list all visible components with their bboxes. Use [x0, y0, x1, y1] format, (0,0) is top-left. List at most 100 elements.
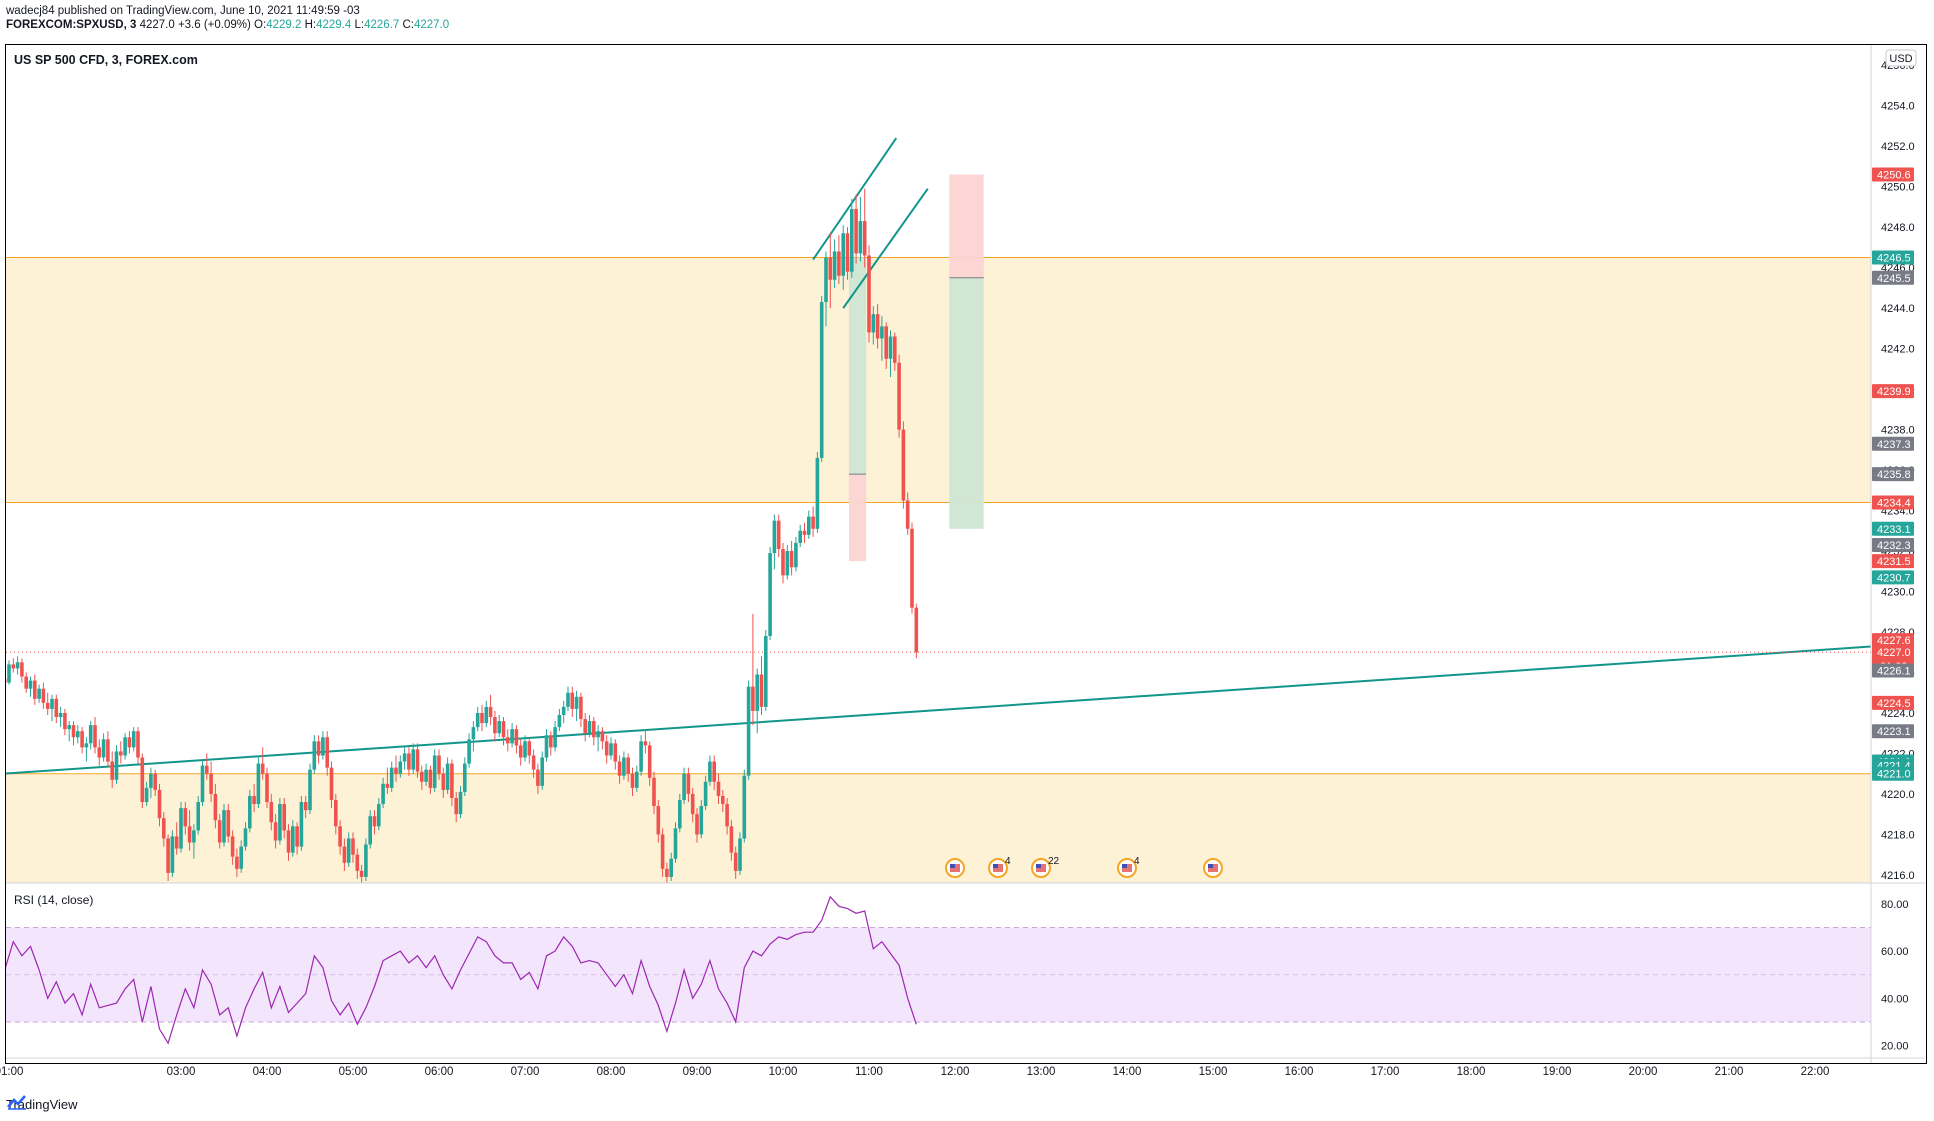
price-label-text: 4227.0 — [1877, 647, 1911, 659]
candle-body — [622, 757, 626, 776]
candle-body — [699, 806, 704, 835]
time-tick-label: 21:00 — [1715, 1066, 1744, 1078]
price-label-box — [1872, 467, 1914, 482]
candle-body — [772, 520, 777, 554]
candle-body — [260, 763, 265, 774]
price-label-text: 4237.3 — [1877, 439, 1911, 451]
candle-body — [252, 795, 256, 805]
candle-body — [596, 731, 600, 738]
rsi-pane — [6, 895, 1871, 1045]
price-label-box — [1872, 250, 1914, 265]
candle-body — [850, 208, 854, 272]
candle-body — [286, 830, 291, 853]
candle-body — [518, 745, 523, 758]
price-label-text: 4239.9 — [1877, 386, 1911, 398]
candle-body — [880, 326, 884, 339]
candle-body — [506, 737, 510, 744]
candle-body — [467, 739, 471, 764]
candle-body — [643, 741, 648, 746]
candle-body — [574, 696, 579, 709]
time-tick-label: 14:00 — [1113, 1066, 1142, 1078]
position-0-target-zone — [848, 257, 867, 475]
candle-body — [312, 741, 317, 770]
candle-body — [420, 771, 424, 782]
time-tick-label: 19:00 — [1543, 1066, 1572, 1078]
candle-body — [540, 757, 544, 786]
chart-frame — [5, 44, 1927, 1064]
currency-box[interactable] — [1885, 49, 1917, 67]
candle-body — [230, 836, 235, 857]
candle-body — [377, 804, 381, 827]
candle-body — [471, 727, 476, 740]
trendline-0 — [6, 645, 1871, 775]
candle-body — [561, 706, 566, 715]
candle-body — [656, 806, 661, 835]
price-tick-label: 4254.0 — [1881, 101, 1915, 113]
time-tick-label: 13:00 — [1027, 1066, 1056, 1078]
candle-body — [136, 731, 140, 758]
candle-body — [424, 769, 428, 782]
price-label-text: 4245.5 — [1877, 273, 1911, 285]
candle-body — [101, 739, 106, 758]
candle-body — [553, 727, 557, 748]
candle-body — [303, 802, 308, 811]
pane-text-layer: US SP 500 CFD, 3, FOREX.com RSI (14, clo… — [14, 49, 1917, 907]
time-tick-label: 15:00 — [1199, 1066, 1228, 1078]
candle-body — [359, 870, 364, 877]
candle-body — [84, 743, 89, 748]
candle-body — [402, 753, 407, 762]
candle-body — [33, 680, 37, 699]
price-tick-label: 4248.0 — [1881, 222, 1915, 234]
candle-body — [127, 737, 132, 748]
position-1-target-zone — [949, 277, 984, 529]
price-tick-label: 4220.0 — [1881, 789, 1915, 801]
candle-body — [905, 500, 910, 529]
price-tick-label: 4224.0 — [1881, 708, 1915, 720]
price-label-box — [1872, 766, 1914, 781]
price-label-text: 4231.5 — [1877, 556, 1911, 568]
price-tick-label: 4250.0 — [1881, 182, 1915, 194]
candle-body — [531, 755, 536, 770]
high-value: 4229.4 — [316, 19, 352, 31]
candle-body — [759, 674, 764, 707]
candle-body — [755, 674, 759, 711]
price-label-text: 4221.0 — [1877, 769, 1911, 781]
candle-body — [789, 551, 794, 568]
candle-body — [742, 775, 747, 839]
close-value: 4227.0 — [413, 19, 450, 31]
candle-body — [166, 838, 170, 873]
time-tick-label: 12:00 — [941, 1066, 970, 1078]
time-tick-label: 06:00 — [425, 1066, 454, 1078]
candle-body — [807, 516, 811, 535]
price-labels-layer: 4250.6 4246.5 4245.5 4239.9 4237.3 4235.8 4234… — [1872, 167, 1914, 781]
candle-body — [407, 753, 411, 770]
candle-body — [88, 725, 93, 744]
price-tick-label: 4218.0 — [1881, 829, 1915, 841]
candle-body — [751, 686, 755, 711]
price-label-box — [1872, 167, 1914, 182]
price-tick-label: 4242.0 — [1881, 344, 1915, 356]
candle-body — [67, 725, 71, 730]
candle-body — [867, 255, 871, 333]
rsi-title: RSI (14, close) — [14, 893, 93, 907]
time-tick-label: 10:00 — [769, 1066, 798, 1078]
candle-body — [549, 735, 553, 748]
candle-body — [295, 826, 299, 847]
candle-body — [110, 761, 114, 780]
position-1-stop-zone — [949, 174, 984, 278]
candle-body — [398, 761, 403, 774]
price-label-box — [1872, 495, 1914, 510]
candle-body — [97, 747, 102, 758]
candle-body — [764, 636, 768, 707]
candle-body — [441, 773, 446, 790]
symbol-label: FOREXCOM:SPXUSD, 3 — [6, 19, 137, 31]
candle-body — [738, 838, 742, 871]
candle-body — [673, 828, 678, 859]
price-label-box — [1872, 570, 1914, 585]
price-label-text: 4232.3 — [1877, 540, 1911, 552]
candle-body — [170, 836, 175, 873]
candle-body — [626, 757, 630, 774]
time-axis[interactable]: 01:00 03:00 04:00 05:00 06:00 07:00 08:00 09:00… — [0, 1057, 1925, 1078]
rsi-tick-label: 40.00 — [1881, 993, 1909, 1005]
